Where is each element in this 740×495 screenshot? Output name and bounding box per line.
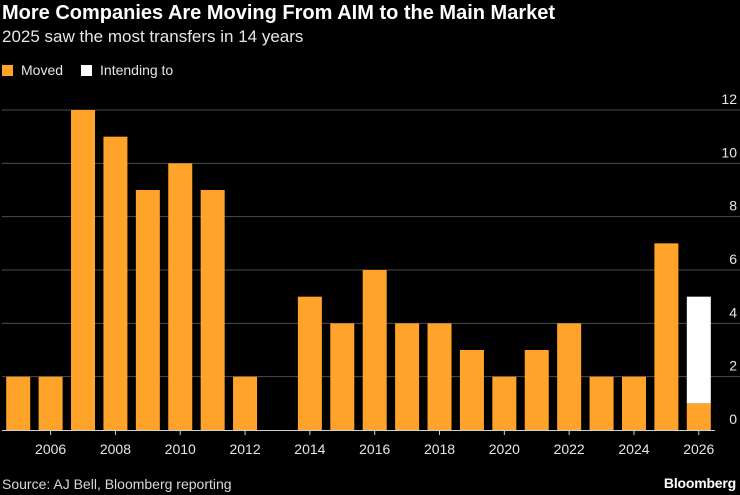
bar-moved-2011 [200,190,225,430]
x-tick-label: 2022 [554,441,585,457]
legend: Moved Intending to [2,62,191,78]
y-tick-label: 2 [729,358,737,374]
y-tick-label: 4 [729,304,737,320]
bar-chart: 0 2 4 6 8 10 12 2006 2008 2010 2012 2014 2016 2018 202… [2,91,740,457]
x-tick-label: 2008 [100,441,131,457]
bar-moved-2009 [135,190,160,430]
bar-moved-2017 [395,323,420,430]
bar-moved-2024 [621,376,646,430]
x-tick-label: 2014 [294,441,325,457]
legend-swatch-moved [2,64,13,76]
x-tick-label: 2026 [683,441,714,457]
y-tick-label: 8 [729,198,737,214]
legend-label-intending: Intending to [100,62,174,78]
bar-moved-2006 [38,376,63,430]
x-tick-label: 2020 [489,441,520,457]
y-tick-label: 0 [729,411,737,427]
y-tick-label: 12 [721,91,737,107]
bar-moved-2016 [362,270,387,430]
legend-item-moved: Moved [2,62,63,78]
bloomberg-logo: Bloomberg [663,475,736,491]
legend-item-intending: Intending to [81,62,173,78]
x-tick-label: 2018 [424,441,455,457]
source-note: Source: AJ Bell, Bloomberg reporting [2,476,232,492]
bar-moved-2008 [103,136,128,430]
y-tick-label: 6 [729,251,737,267]
y-tick-label: 10 [721,144,737,160]
bar-moved-2007 [71,110,96,430]
x-tick-label: 2016 [359,441,390,457]
bar-moved-2014 [297,296,322,430]
bar-intending-to-2026 [686,296,711,404]
bar-moved-2012 [233,376,258,430]
chart-subtitle: 2025 saw the most transfers in 14 years [2,27,304,46]
chart-title: More Companies Are Moving From AIM to th… [2,2,556,24]
bar-moved-2026 [686,403,711,430]
bar-moved-2022 [557,323,582,430]
legend-label-moved: Moved [21,62,64,78]
x-tick-label: 2012 [229,441,260,457]
bar-moved-2019 [459,350,484,430]
x-tick-label: 2010 [165,441,196,457]
bar-moved-2005 [6,376,31,430]
bar-moved-2018 [427,323,452,430]
legend-swatch-intending [81,64,93,76]
x-tick-label: 2006 [35,441,66,457]
bar-moved-2025 [654,243,679,430]
x-tick-label: 2024 [618,441,649,457]
bar-moved-2021 [524,350,549,430]
bar-moved-2020 [492,376,517,430]
bar-moved-2015 [330,323,355,430]
bar-moved-2023 [589,376,614,430]
bar-moved-2010 [168,163,193,430]
